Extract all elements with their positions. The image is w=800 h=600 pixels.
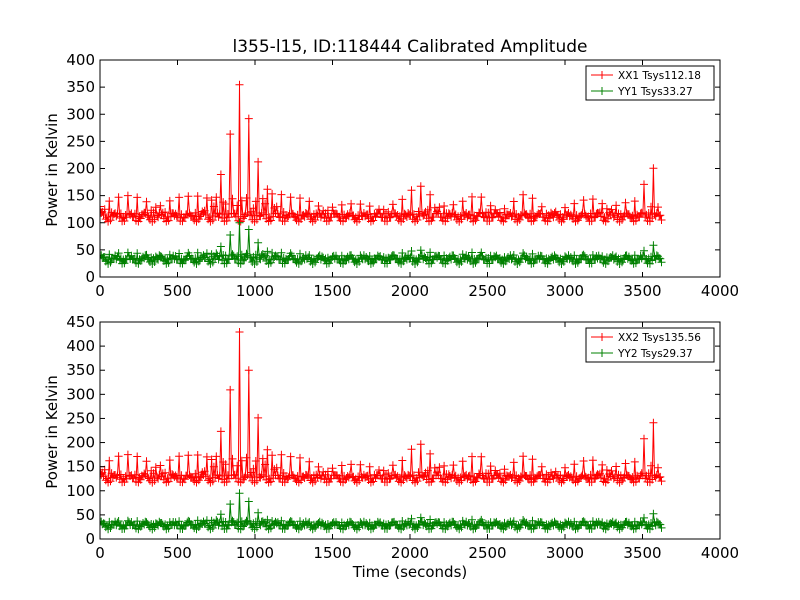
x-tick-label: 4000 <box>701 282 739 300</box>
y-tick-label: 150 <box>66 458 95 476</box>
y-tick-label: 350 <box>66 361 95 379</box>
y-ticks: 0 50 100 150 200 250 300 350 400 <box>66 51 720 286</box>
series-line-1 <box>100 331 662 484</box>
legend: XX1 Tsys112.18 YY1 Tsys33.27 <box>585 65 715 101</box>
legend-entry: YY1 Tsys33.27 <box>591 86 693 98</box>
legend: XX2 Tsys135.56 YY2 Tsys29.37 <box>585 327 715 363</box>
y-tick-label: 400 <box>66 51 95 69</box>
bottom-panel: 0 500 1000 1500 2000 2500 3000 3500 4000 0 50 100 15… <box>66 313 739 562</box>
legend-entry: XX1 Tsys112.18 <box>591 70 701 82</box>
legend-label: XX2 Tsys135.56 <box>618 332 701 344</box>
legend-box <box>585 65 715 101</box>
plot-area <box>100 328 666 534</box>
x-tick-label: 1500 <box>313 282 351 300</box>
x-tick-label: 3500 <box>623 544 661 562</box>
series-2 <box>100 489 666 534</box>
x-axis-label: Time (seconds) <box>352 563 468 581</box>
y-tick-label: 200 <box>66 160 95 178</box>
series-line-1 <box>100 84 662 223</box>
x-tick-label: 500 <box>163 544 192 562</box>
series-markers-2 <box>100 218 666 268</box>
x-tick-label: 1000 <box>236 544 274 562</box>
y-tick-label: 50 <box>76 506 95 524</box>
legend-marker <box>598 71 606 79</box>
y-tick-label: 250 <box>66 132 95 150</box>
legend-marker <box>598 333 606 341</box>
x-tick-label: 3000 <box>546 282 584 300</box>
plot-area <box>100 80 666 268</box>
series-2 <box>100 218 666 268</box>
y-tick-label: 0 <box>85 268 95 286</box>
legend-label: XX1 Tsys112.18 <box>618 70 701 82</box>
legend-box <box>585 327 715 363</box>
x-tick-label: 4000 <box>701 544 739 562</box>
x-tick-label: 0 <box>95 544 105 562</box>
legend-entry: YY2 Tsys29.37 <box>591 348 693 360</box>
x-tick-label: 1000 <box>236 282 274 300</box>
y-tick-label: 300 <box>66 105 95 123</box>
y-tick-label: 0 <box>85 530 95 548</box>
x-tick-label: 3500 <box>623 282 661 300</box>
y-tick-label: 400 <box>66 337 95 355</box>
x-tick-label: 0 <box>95 282 105 300</box>
legend-entry: XX2 Tsys135.56 <box>591 332 701 344</box>
x-ticks: 0 500 1000 1500 2000 2500 3000 3500 4000 <box>95 322 739 562</box>
x-tick-label: 500 <box>163 282 192 300</box>
x-tick-label: 2000 <box>391 544 429 562</box>
y-tick-label: 450 <box>66 313 95 331</box>
y-tick-label: 350 <box>66 78 95 96</box>
x-ticks: 0 500 1000 1500 2000 2500 3000 3500 4000 <box>95 60 739 300</box>
y-tick-label: 50 <box>76 241 95 259</box>
y-tick-label: 300 <box>66 385 95 403</box>
legend-label: YY1 Tsys33.27 <box>617 86 693 98</box>
series-markers-1 <box>100 328 666 487</box>
series-markers-1 <box>100 80 666 226</box>
y-tick-label: 250 <box>66 409 95 427</box>
y-tick-label: 150 <box>66 187 95 205</box>
series-1 <box>100 80 666 226</box>
x-tick-label: 1500 <box>313 544 351 562</box>
series-1 <box>100 328 666 487</box>
chart-title: l355-l15, ID:118444 Calibrated Amplitude <box>233 37 588 57</box>
y-tick-label: 100 <box>66 214 95 232</box>
series-line-2 <box>100 222 662 266</box>
top-panel: 0 500 1000 1500 2000 2500 3000 3500 4000 0 50 100 15… <box>66 51 739 300</box>
y-axis-label-top: Power in Kelvin <box>43 113 61 227</box>
y-ticks: 0 50 100 150 200 250 300 350 400 450 <box>66 313 720 548</box>
legend-marker <box>598 349 606 357</box>
legend-label: YY2 Tsys29.37 <box>617 348 693 360</box>
y-tick-label: 100 <box>66 482 95 500</box>
x-tick-label: 3000 <box>546 544 584 562</box>
series-markers-2 <box>100 489 666 534</box>
x-tick-label: 2500 <box>468 544 506 562</box>
legend-marker <box>598 87 606 95</box>
y-axis-label-bottom: Power in Kelvin <box>43 375 61 489</box>
x-tick-label: 2500 <box>468 282 506 300</box>
y-tick-label: 200 <box>66 434 95 452</box>
x-tick-label: 2000 <box>391 282 429 300</box>
